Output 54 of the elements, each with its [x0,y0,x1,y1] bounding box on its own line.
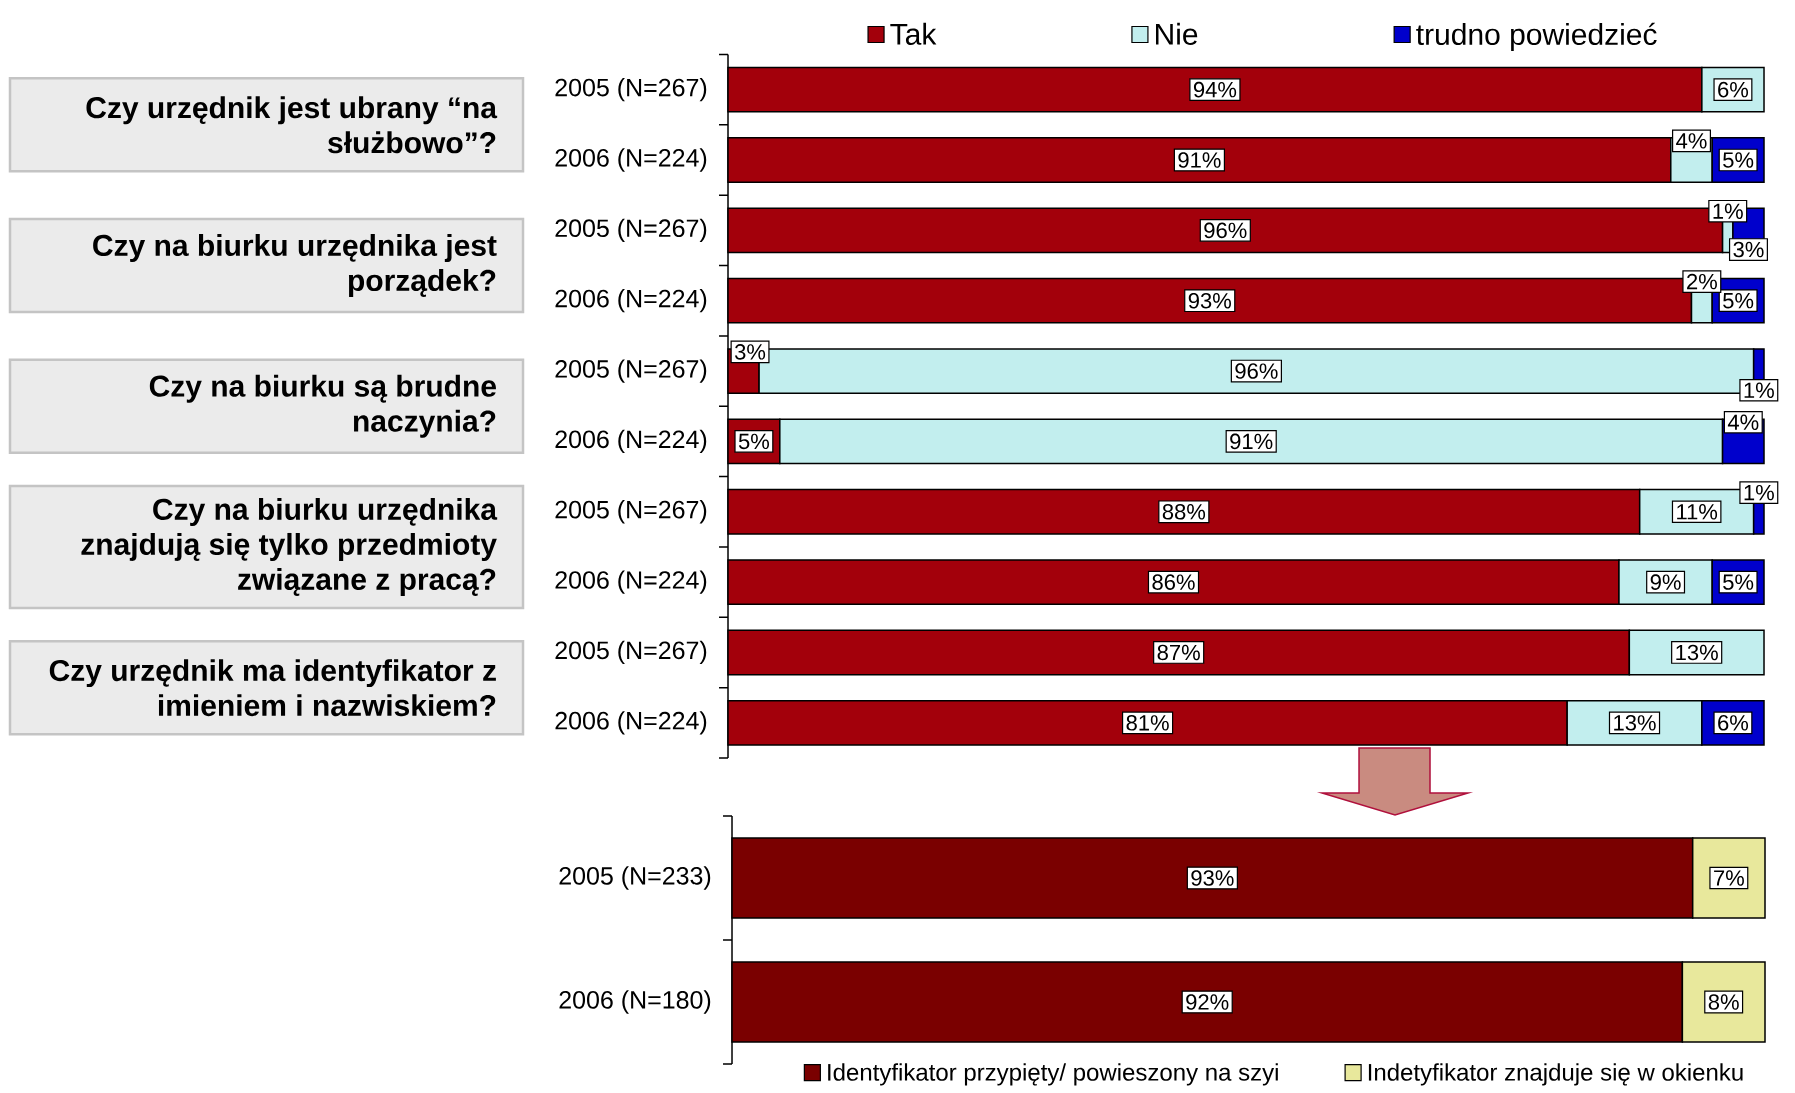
data-label: 4% [1727,414,1759,430]
data-label: 93% [1191,870,1234,886]
data-label: 9% [1650,574,1681,590]
y-tick-label: 2006 (N=224) [555,148,707,172]
text: Czy na biurku są brudne naczynia? [149,374,496,438]
data-label: 3% [1733,241,1764,258]
y-tick-label: 2005 (N=233) [559,866,711,890]
data-label: 81% [1126,715,1169,731]
legend-label: Indetyfikator znajduje się w okienku [1368,1063,1743,1086]
y-tick-label: 2005 (N=267) [555,359,707,383]
text: Czy na biurku urzędnika znajdują się tylko przedmioty związane z pracą? [81,497,498,596]
text: Czy urzędnik ma identyfikator z imieniem i nazwiskiem? [49,659,496,717]
y-tick-label: 2005 (N=267) [555,218,707,243]
data-label: 86% [1152,574,1195,590]
legend-label: Nie [1156,22,1198,45]
y-tick-label: 2006 (N=224) [555,570,707,594]
text: Czy na biurku urzędnika jest porządek? [93,234,497,298]
data-label: 91% [1178,152,1221,168]
data-label: 87% [1157,644,1200,661]
data-label: 13% [1676,644,1718,661]
y-tick-label: 2005 (N=267) [555,78,707,102]
data-label: 91% [1230,433,1273,450]
data-label: 96% [1235,363,1278,379]
data-label: 92% [1186,994,1229,1010]
data-label: 5% [1723,574,1754,590]
data-label: 5% [738,433,770,450]
data-label: 1% [1713,203,1743,219]
data-label: 7% [1714,870,1744,886]
legend-label: Identyfikator przypięty/ powieszony na szyi [828,1063,1278,1086]
data-label: 8% [1708,994,1739,1010]
legend-label: Tak [890,22,937,45]
data-label: 6% [1718,715,1749,731]
data-label: 3% [734,344,766,360]
data-label: 1% [1744,484,1774,501]
y-tick-label: 2006 (N=180) [559,990,711,1014]
y-tick-label: 2006 (N=224) [555,711,707,735]
data-label: 13% [1614,715,1656,731]
text: Czy urzędnik jest ubrany “na służbowo”? [86,96,498,154]
data-label: 2% [1687,273,1717,290]
data-label: 94% [1193,81,1237,98]
data-label: 5% [1723,292,1754,309]
data-label: 6% [1718,81,1749,98]
data-label: 4% [1676,133,1707,149]
y-tick-label: 2006 (N=224) [555,289,707,313]
legend-label: trudno powiedzieć [1416,22,1657,52]
data-label: 93% [1188,292,1231,309]
y-tick-label: 2005 (N=267) [555,640,707,665]
y-tick-label: 2005 (N=267) [555,500,707,524]
data-label: 5% [1723,152,1754,168]
data-label: 88% [1162,503,1206,520]
data-label: 1% [1744,382,1774,398]
data-label: 11% [1677,504,1718,520]
data-label: 96% [1204,222,1247,239]
y-tick-label: 2006 (N=224) [555,429,707,454]
